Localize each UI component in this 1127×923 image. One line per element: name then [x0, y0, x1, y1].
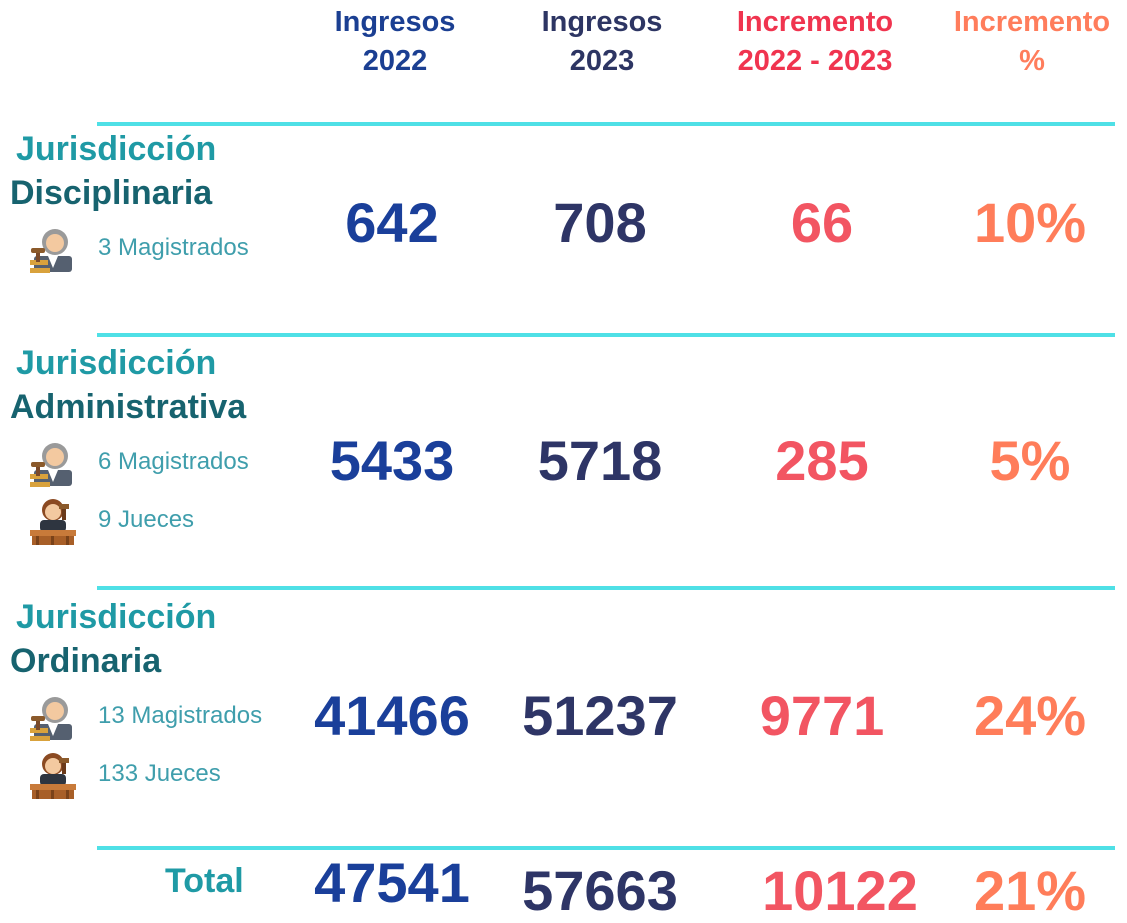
staff-count: 13 Magistrados: [98, 702, 263, 729]
value: 66: [790, 191, 854, 254]
magistrate-icon: [28, 436, 78, 488]
value: 642: [345, 191, 439, 254]
column-header: 2023: [569, 45, 635, 77]
row-subtitle: Administrativa: [10, 388, 247, 426]
judge-icon: [28, 494, 78, 546]
value: 51237: [522, 684, 678, 747]
staff-count: 3 Magistrados: [98, 234, 249, 261]
row-subtitle: Ordinaria: [10, 642, 162, 680]
separator: [97, 586, 1115, 590]
value: 9771: [759, 684, 885, 747]
row-title: Jurisdicción: [16, 598, 217, 636]
value: 5718: [537, 429, 663, 492]
value: 708: [553, 191, 647, 254]
total-value: 47541: [314, 851, 470, 914]
row-title: Jurisdicción: [16, 130, 217, 168]
magistrate-icon: [28, 222, 78, 274]
separator: [97, 333, 1115, 337]
value: 285: [775, 429, 869, 492]
column-header: %: [1019, 45, 1045, 77]
column-header: 2022 - 2023: [737, 45, 893, 77]
column-header: Incremento: [736, 6, 894, 38]
magistrate-icon: [28, 690, 78, 742]
value: 41466: [314, 684, 470, 747]
total-value: 57663: [522, 859, 678, 922]
row-subtitle: Disciplinaria: [10, 174, 213, 212]
column-header: Ingresos: [334, 6, 456, 38]
value: 5%: [989, 429, 1071, 492]
value: 10%: [973, 191, 1087, 254]
staff-count: 6 Magistrados: [98, 448, 249, 475]
total-value: 10122: [762, 859, 918, 922]
total-label: Total: [165, 862, 244, 900]
total-value: 21%: [973, 859, 1087, 922]
staff-count: 9 Jueces: [98, 506, 195, 533]
staff-count: 133 Jueces: [98, 760, 221, 787]
judge-icon: [28, 748, 78, 800]
column-header: 2022: [362, 45, 428, 77]
value: 24%: [973, 684, 1087, 747]
row-title: Jurisdicción: [16, 344, 217, 382]
separator: [97, 846, 1115, 850]
value: 5433: [329, 429, 455, 492]
column-header: Ingresos: [541, 6, 663, 38]
column-header: Incremento: [953, 6, 1111, 38]
separator: [97, 122, 1115, 126]
